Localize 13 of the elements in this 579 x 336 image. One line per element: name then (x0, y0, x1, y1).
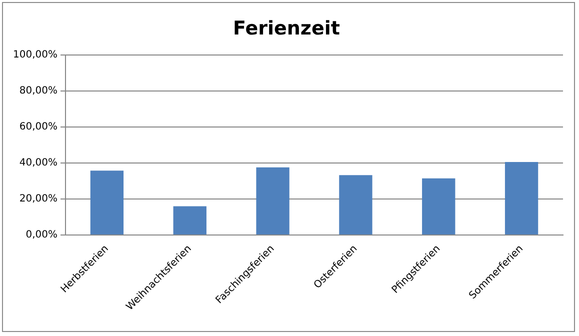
bar (90, 170, 124, 234)
bar (504, 162, 538, 234)
y-tick-label: 0,00% (26, 230, 58, 241)
y-tick-label: 60,00% (19, 121, 58, 132)
bar (173, 206, 206, 234)
chart-title: Ferienzeit (233, 17, 340, 40)
y-tick-label: 80,00% (19, 85, 58, 96)
bar (422, 178, 456, 234)
y-tick-label: 40,00% (19, 157, 58, 168)
y-tick-label: 20,00% (19, 194, 58, 205)
bar (339, 175, 372, 234)
bar (256, 167, 290, 234)
y-tick-label: 100,00% (12, 49, 58, 60)
